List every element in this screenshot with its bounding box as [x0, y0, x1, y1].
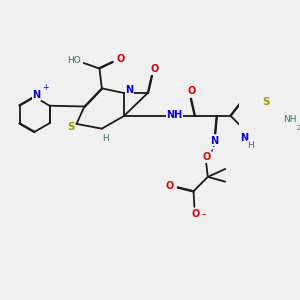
Text: S: S	[262, 97, 269, 107]
Text: H: H	[102, 134, 109, 143]
Text: N: N	[125, 85, 134, 95]
Text: N: N	[240, 133, 248, 143]
Text: S: S	[67, 122, 75, 132]
Text: O: O	[117, 54, 125, 64]
Text: HO: HO	[67, 56, 81, 65]
Text: NH: NH	[283, 116, 297, 124]
Text: -: -	[202, 208, 206, 220]
Text: N: N	[210, 136, 218, 146]
Text: +: +	[43, 83, 49, 92]
Text: O: O	[202, 152, 210, 162]
Text: NH: NH	[167, 110, 183, 120]
Text: 2: 2	[297, 125, 300, 131]
Text: O: O	[151, 64, 159, 74]
Text: O: O	[166, 181, 174, 190]
Text: N: N	[32, 90, 40, 100]
Text: O: O	[191, 209, 199, 219]
Text: O: O	[187, 86, 195, 97]
Text: H: H	[247, 141, 254, 150]
